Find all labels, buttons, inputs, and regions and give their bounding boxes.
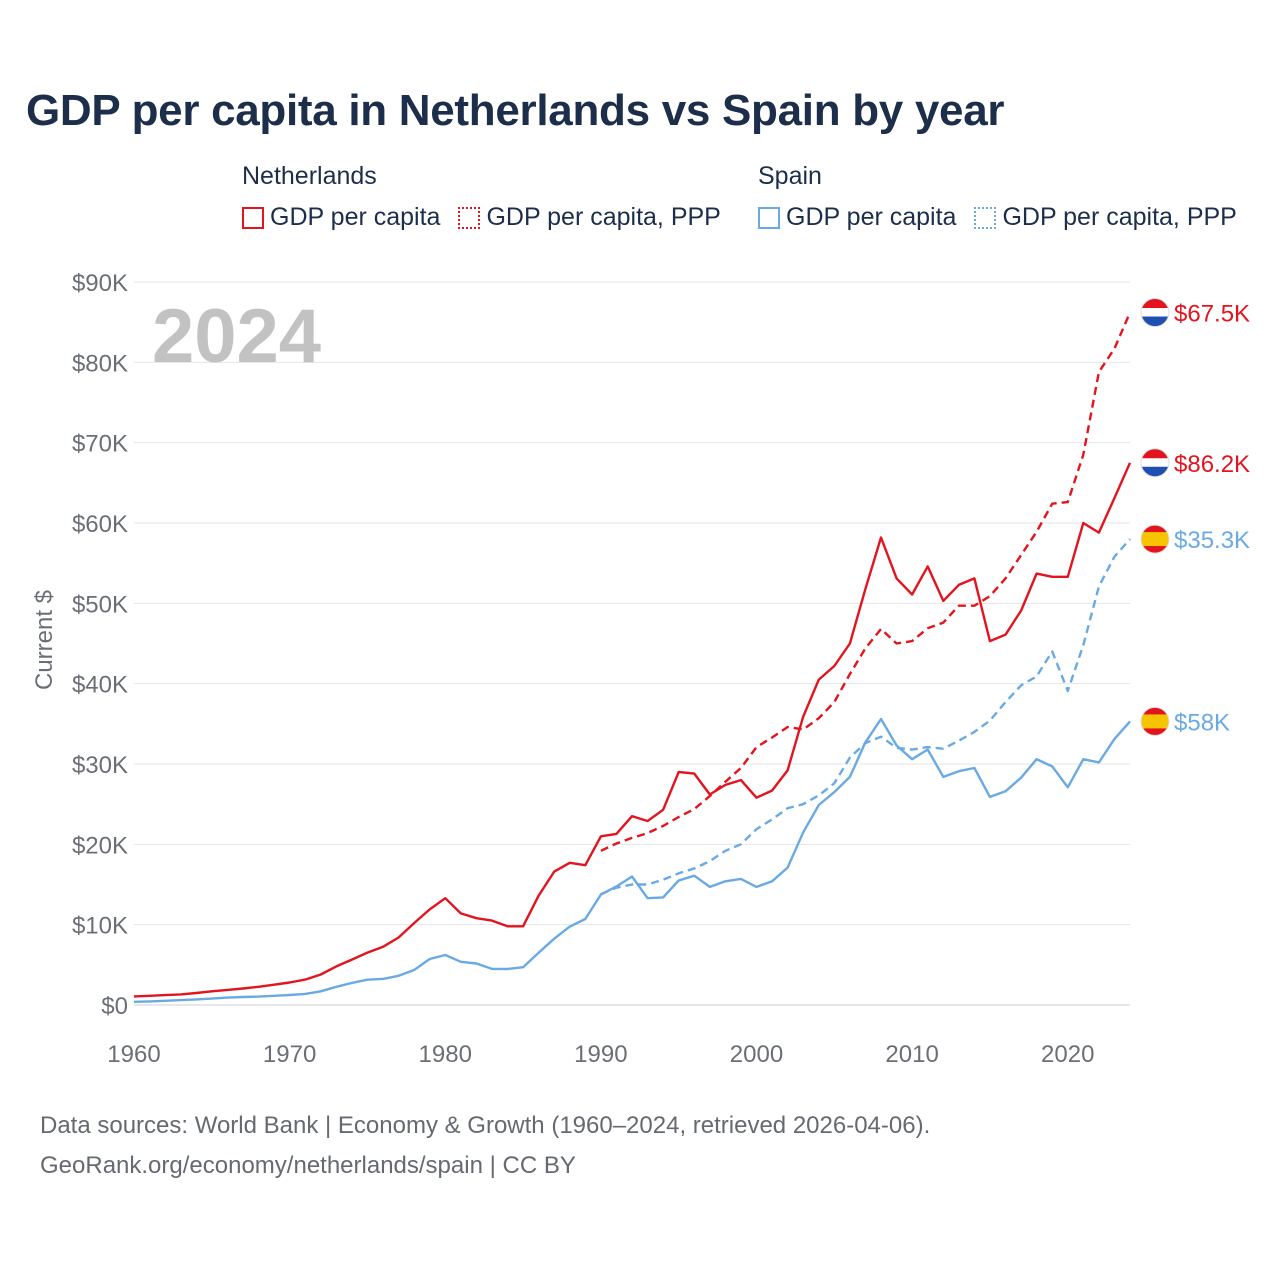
chart-title: GDP per capita in Netherlands vs Spain b… — [26, 86, 1005, 135]
netherlands-flag-icon — [1140, 298, 1170, 328]
y-tick-label: $90K — [72, 270, 128, 297]
legend-item-spain-gdp-ppp[interactable]: GDP per capita, PPP — [974, 203, 1237, 232]
legend-label: GDP per capita — [786, 203, 957, 231]
legend-item-netherlands-gdp[interactable]: GDP per capita — [242, 203, 440, 232]
x-tick-label: 1980 — [419, 1041, 472, 1068]
line-chart: $0 $10K $20K $30K $40K $50K $60K $70K $80K $90K 1… — [31, 270, 1250, 1068]
series-end-label: $35.3K — [1174, 527, 1250, 554]
series-line-netherlands-ppp — [600, 312, 1132, 852]
x-tick-label: 2000 — [730, 1041, 783, 1068]
legend-group-title: Netherlands — [242, 162, 377, 190]
y-tick-label: $50K — [72, 591, 128, 618]
legend-swatch-solid-icon — [242, 206, 264, 229]
y-axis: $0 $10K $20K $30K $40K $50K $60K $70K $80K $90K — [72, 270, 128, 1020]
year-watermark: 2024 — [152, 294, 321, 379]
spain-flag-icon — [1140, 524, 1170, 554]
footer-link[interactable]: GeoRank.org/economy/netherlands/spain | … — [40, 1152, 576, 1179]
legend-group-netherlands: Netherlands GDP per capita GDP per capit… — [242, 162, 721, 232]
y-tick-label: $20K — [72, 832, 128, 859]
series-lines — [133, 312, 1132, 1003]
y-tick-label: $40K — [72, 672, 128, 699]
series-end-label: $86.2K — [1174, 451, 1250, 478]
x-axis: 1960 1970 1980 1990 2000 2010 2020 — [107, 1041, 1094, 1068]
legend-swatch-solid-icon — [758, 206, 780, 229]
x-tick-label: 2020 — [1041, 1041, 1094, 1068]
gridlines — [134, 281, 1130, 1006]
legend-group-spain: Spain GDP per capita GDP per capita, PPP — [758, 162, 1237, 232]
y-tick-label: $60K — [72, 511, 128, 538]
legend-item-netherlands-gdp-ppp[interactable]: GDP per capita, PPP — [458, 203, 721, 232]
legend-label: GDP per capita, PPP — [486, 203, 721, 231]
y-tick-label: $30K — [72, 752, 128, 779]
legend-swatch-dotted-icon — [974, 206, 997, 229]
x-tick-label: 1970 — [263, 1041, 316, 1068]
y-axis-label: Current $ — [31, 590, 58, 690]
footer: Data sources: World Bank | Economy & Gro… — [40, 1106, 930, 1186]
y-tick-label: $70K — [72, 431, 128, 458]
y-tick-label: $0 — [101, 993, 128, 1020]
end-labels: $86.2K $67.5K $58K $35.3K — [1140, 298, 1250, 736]
series-line-netherlands-gdp — [133, 462, 1132, 998]
series-end-label: $58K — [1174, 709, 1230, 736]
legend-item-spain-gdp[interactable]: GDP per capita — [758, 203, 956, 232]
x-tick-label: 1960 — [107, 1041, 160, 1068]
x-tick-label: 2010 — [885, 1041, 938, 1068]
series-line-spain-gdp — [133, 717, 1131, 1003]
legend-label: GDP per capita — [270, 203, 441, 231]
series-line-spain-ppp — [600, 538, 1131, 896]
x-tick-label: 1990 — [574, 1041, 627, 1068]
y-tick-label: $10K — [72, 913, 128, 940]
spain-flag-icon — [1140, 706, 1170, 736]
legend-label: GDP per capita, PPP — [1002, 203, 1237, 231]
y-tick-label: $80K — [72, 350, 128, 377]
series-end-label: $67.5K — [1174, 301, 1250, 328]
legend-swatch-dotted-icon — [458, 206, 481, 229]
legend-group-title: Spain — [758, 162, 822, 190]
footer-sources: Data sources: World Bank | Economy & Gro… — [40, 1112, 931, 1139]
netherlands-flag-icon — [1140, 448, 1170, 478]
